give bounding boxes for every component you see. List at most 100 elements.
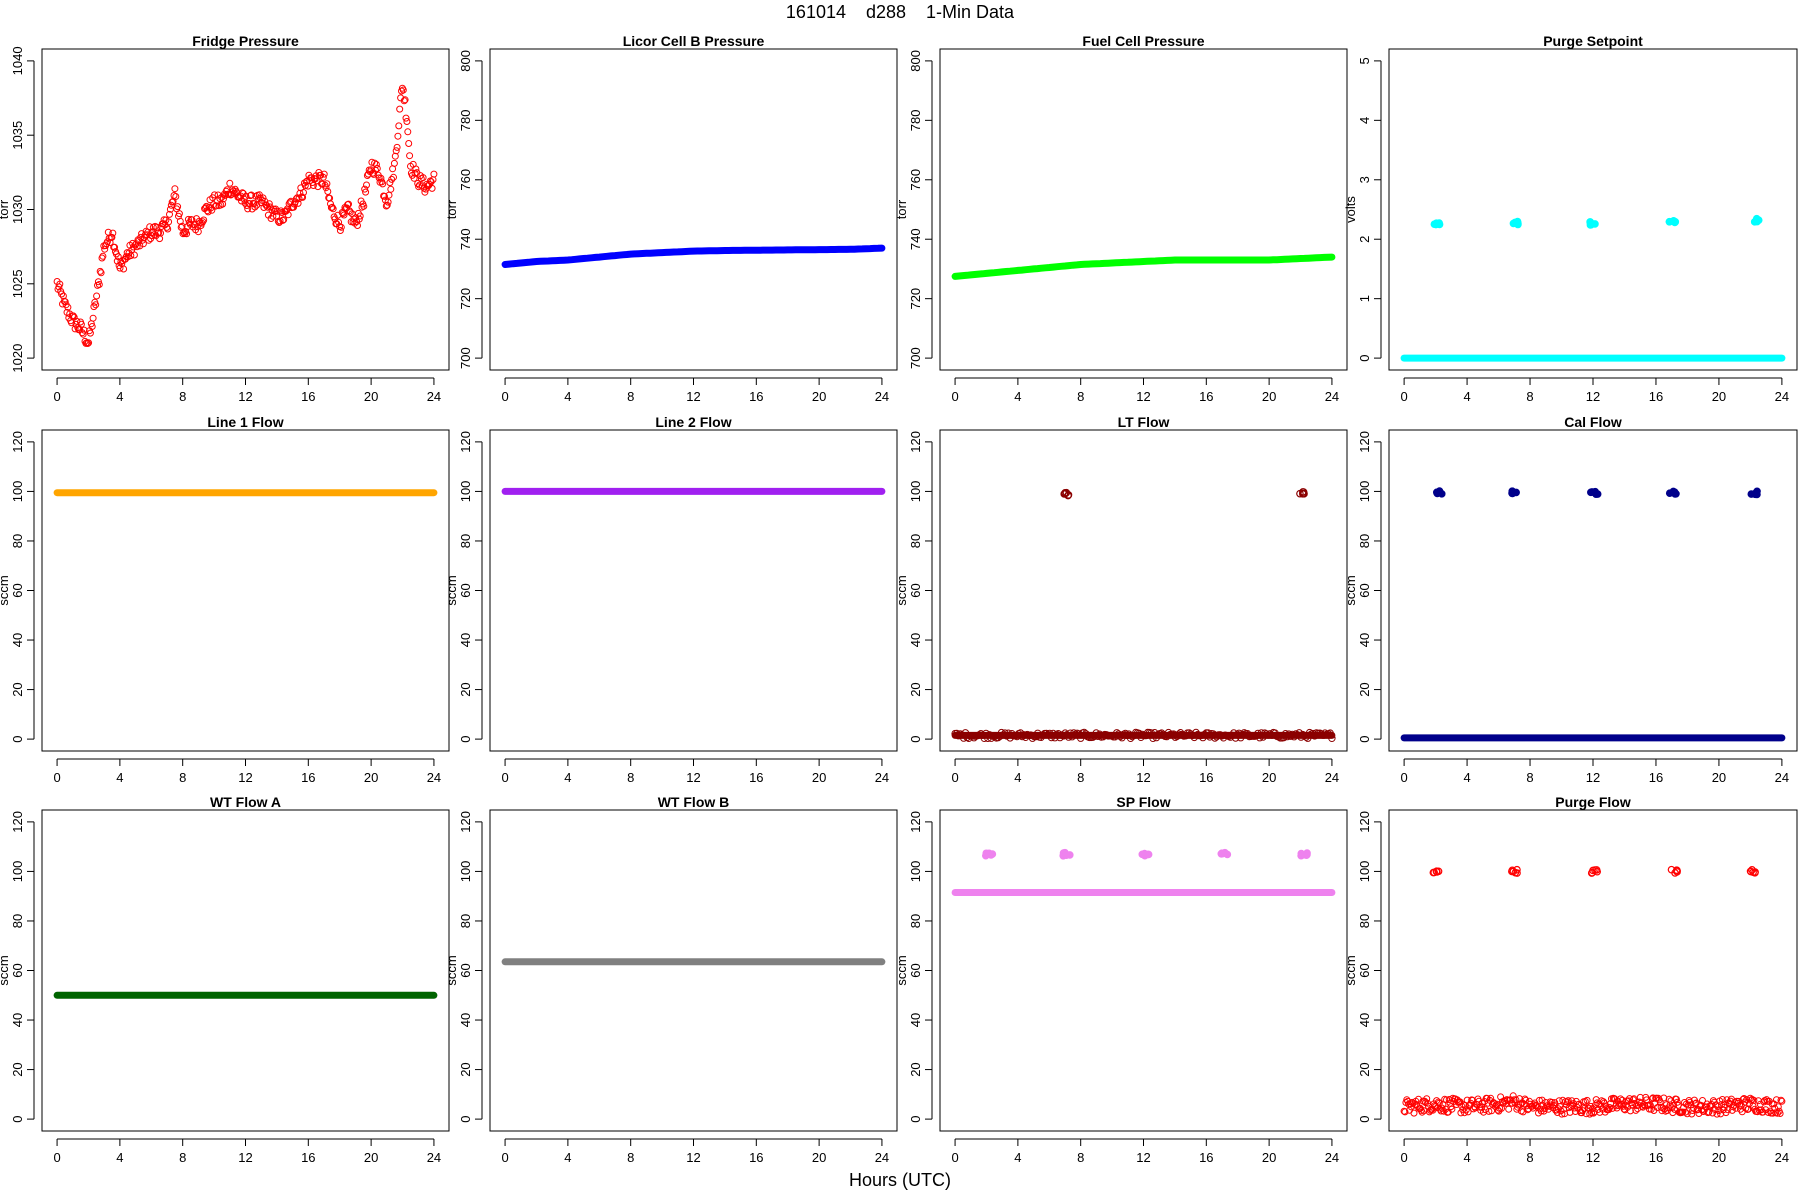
y-tick-label: 100 <box>1357 481 1372 503</box>
data-point <box>1665 1095 1673 1103</box>
y-tick-label: 20 <box>458 1062 473 1076</box>
data-point <box>1458 1102 1466 1110</box>
y-tick-label: 20 <box>458 682 473 696</box>
data-point <box>1632 1106 1640 1114</box>
data-point <box>1778 1097 1786 1105</box>
data-point <box>1769 1109 1777 1117</box>
data-point <box>392 147 400 155</box>
y-tick-label: 2 <box>1357 236 1372 243</box>
data-point <box>1061 490 1069 498</box>
y-tick-label: 5 <box>1357 57 1372 64</box>
chart-panel: Licor Cell B Pressure 0 4 8 12 16 20 24 700 720 74… <box>444 33 898 404</box>
data-point <box>1064 733 1073 741</box>
data-point <box>89 314 97 322</box>
data-point <box>165 218 173 226</box>
data-point <box>1240 729 1248 737</box>
y-tick-label: 1040 <box>10 46 25 75</box>
data-point <box>1503 1096 1511 1104</box>
data-point <box>1430 868 1438 877</box>
data-point <box>1266 730 1274 738</box>
x-tick-label: 8 <box>179 1150 186 1165</box>
data-point <box>1505 1105 1513 1113</box>
x-tick-label: 4 <box>564 389 571 404</box>
data-point <box>1620 1105 1628 1113</box>
data-point <box>363 181 370 189</box>
data-point <box>1565 1104 1573 1112</box>
x-tick-label: 16 <box>301 770 315 785</box>
data-point <box>1774 1103 1782 1111</box>
data-point <box>381 192 388 200</box>
data-point <box>86 329 94 337</box>
y-axis-label: sccm <box>0 575 11 605</box>
x-tick-label: 24 <box>875 1150 889 1165</box>
data-point <box>421 188 429 196</box>
x-tick-label: 4 <box>1463 770 1470 785</box>
data-point <box>139 240 147 248</box>
y-tick-label: 700 <box>908 347 923 369</box>
y-tick-label: 60 <box>10 583 25 597</box>
data-point <box>1319 731 1328 739</box>
y-tick-label: 80 <box>458 914 473 928</box>
x-tick-label: 24 <box>427 770 441 785</box>
data-point <box>276 217 284 225</box>
y-tick-label: 720 <box>458 288 473 310</box>
data-point <box>329 205 337 213</box>
data-point <box>265 200 273 208</box>
x-tick-label: 8 <box>627 389 634 404</box>
data-point <box>1254 729 1262 738</box>
data-point <box>412 165 420 173</box>
data-point <box>1497 1093 1505 1101</box>
chart-title: WT Flow B <box>658 794 730 810</box>
y-tick-label: 720 <box>908 288 923 310</box>
data-point <box>982 849 991 858</box>
x-tick-label: 0 <box>951 770 958 785</box>
data-point <box>1300 490 1308 498</box>
data-point <box>1141 851 1149 860</box>
data-point <box>427 178 435 186</box>
data-point <box>336 227 344 234</box>
x-tick-label: 24 <box>1775 1150 1789 1165</box>
y-tick-label: 60 <box>908 963 923 977</box>
data-point <box>108 233 116 241</box>
x-tick-label: 4 <box>1463 389 1470 404</box>
data-point <box>1432 219 1441 228</box>
data-point <box>1742 1104 1750 1112</box>
data-point <box>382 202 390 210</box>
data-point <box>120 265 128 273</box>
data-band <box>501 244 886 268</box>
data-point <box>1218 732 1226 740</box>
y-tick-label: 120 <box>908 431 923 453</box>
data-point <box>168 198 176 206</box>
x-tick-label: 16 <box>749 770 763 785</box>
y-tick-label: 100 <box>10 481 25 503</box>
x-tick-label: 20 <box>1262 770 1276 785</box>
data-point <box>1151 729 1159 737</box>
data-point <box>320 170 328 178</box>
data-point <box>980 734 988 742</box>
data-point <box>324 188 332 195</box>
data-point <box>1681 1108 1689 1116</box>
data-point <box>299 193 307 201</box>
data-point <box>1519 1108 1527 1116</box>
x-tick-label: 16 <box>1649 1150 1663 1165</box>
y-tick-label: 60 <box>458 583 473 597</box>
y-tick-label: 120 <box>1357 431 1372 453</box>
chart-title: LT Flow <box>1118 414 1170 430</box>
y-tick-label: 1020 <box>10 344 25 373</box>
data-point <box>1712 1101 1720 1109</box>
data-point <box>146 223 154 231</box>
x-tick-label: 12 <box>686 389 700 404</box>
y-tick-label: 100 <box>1357 861 1372 883</box>
plot-frame <box>489 48 898 371</box>
data-point <box>1326 729 1334 737</box>
chart-title: Purge Flow <box>1555 794 1631 810</box>
chart-panel: SP Flow 0 4 8 12 16 20 24 0 20 40 60 80 100 120 sccm <box>894 794 1348 1165</box>
data-point <box>975 731 983 739</box>
data-point <box>238 189 246 197</box>
data-point <box>1481 1106 1489 1114</box>
data-point <box>1415 1095 1422 1103</box>
plot-frame <box>1388 429 1798 752</box>
data-point <box>388 175 396 183</box>
y-tick-label: 80 <box>458 534 473 548</box>
x-tick-label: 0 <box>53 770 60 785</box>
